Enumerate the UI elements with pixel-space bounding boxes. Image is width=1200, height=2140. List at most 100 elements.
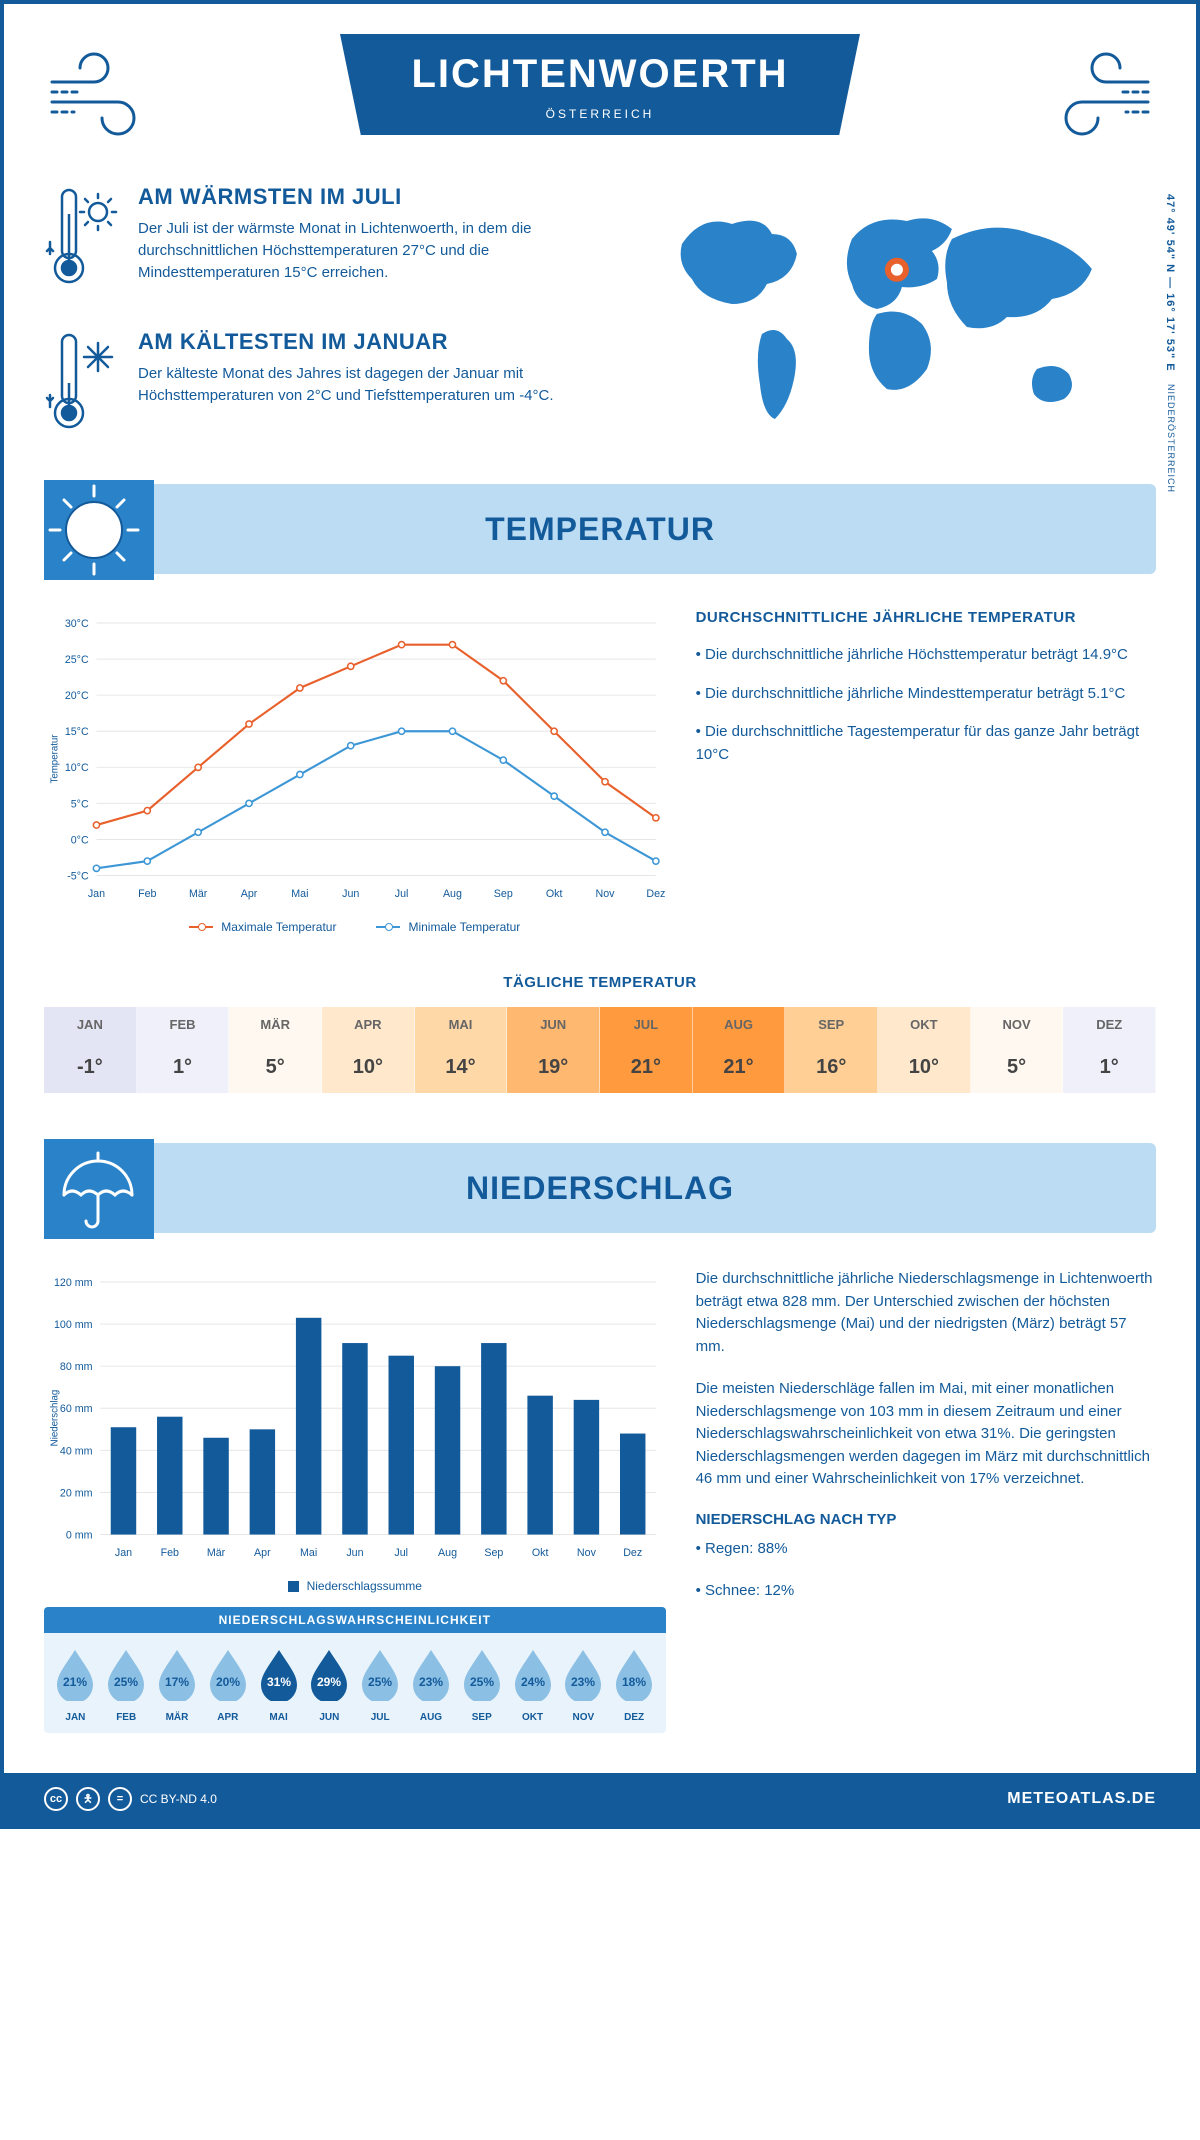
month-header: MAI xyxy=(415,1007,508,1042)
intro-section: AM WÄRMSTEN IM JULI Der Juli ist der wär… xyxy=(44,184,1156,474)
month-value: 5° xyxy=(229,1042,322,1093)
svg-text:Nov: Nov xyxy=(596,888,616,900)
wind-icon xyxy=(44,44,164,159)
thermometer-sun-icon xyxy=(44,184,120,299)
fact-warmest: AM WÄRMSTEN IM JULI Der Juli ist der wär… xyxy=(44,184,598,299)
footer-site: METEOATLAS.DE xyxy=(1007,1790,1156,1808)
month-value: 19° xyxy=(507,1042,600,1093)
probability-drop: 23% AUG xyxy=(406,1647,457,1723)
legend-precip: Niederschlagssumme xyxy=(288,1579,422,1593)
month-value: -1° xyxy=(44,1042,137,1093)
month-value: 1° xyxy=(1063,1042,1156,1093)
svg-text:Mai: Mai xyxy=(291,888,308,900)
month-value: 1° xyxy=(137,1042,230,1093)
cc-icon: cc xyxy=(44,1787,68,1811)
svg-text:10°C: 10°C xyxy=(65,762,89,774)
content-wrapper: LICHTENWOERTH ÖSTERREICH xyxy=(4,4,1196,1733)
thermometer-snow-icon xyxy=(44,329,120,444)
legend-precip-label: Niederschlagssumme xyxy=(307,1579,422,1593)
svg-text:-5°C: -5°C xyxy=(67,870,89,882)
probability-drop: 18% DEZ xyxy=(609,1647,660,1723)
month-header: AUG xyxy=(693,1007,786,1042)
precip-type-snow: • Schnee: 12% xyxy=(696,1580,1156,1603)
section-title-precipitation: NIEDERSCHLAG xyxy=(466,1170,734,1207)
region-label: NIEDERÖSTERREICH xyxy=(1166,384,1176,493)
header: LICHTENWOERTH ÖSTERREICH xyxy=(44,34,1156,194)
svg-text:Mai: Mai xyxy=(300,1547,317,1559)
page-subtitle: ÖSTERREICH xyxy=(340,107,860,121)
month-value: 5° xyxy=(971,1042,1064,1093)
month-header: NOV xyxy=(971,1007,1064,1042)
fact-coldest-title: AM KÄLTESTEN IM JANUAR xyxy=(138,329,598,355)
fact-warmest-text: AM WÄRMSTEN IM JULI Der Juli ist der wär… xyxy=(138,184,598,299)
temp-bullet-2: • Die durchschnittliche jährliche Mindes… xyxy=(696,683,1156,706)
svg-text:Jul: Jul xyxy=(394,1547,408,1559)
svg-text:25%: 25% xyxy=(470,1675,494,1689)
section-header-precipitation: NIEDERSCHLAG xyxy=(44,1143,1156,1233)
svg-text:40 mm: 40 mm xyxy=(60,1445,93,1457)
footer: cc 🯅 = CC BY-ND 4.0 METEOATLAS.DE xyxy=(4,1773,1196,1825)
svg-text:80 mm: 80 mm xyxy=(60,1361,93,1373)
month-value: 10° xyxy=(878,1042,971,1093)
svg-text:20 mm: 20 mm xyxy=(60,1487,93,1499)
by-icon: 🯅 xyxy=(76,1787,100,1811)
svg-text:15°C: 15°C xyxy=(65,726,89,738)
precip-left-column: 0 mm20 mm40 mm60 mm80 mm100 mm120 mmNied… xyxy=(44,1268,666,1733)
precipitation-bar-chart: 0 mm20 mm40 mm60 mm80 mm100 mm120 mmNied… xyxy=(44,1268,666,1568)
svg-text:Jun: Jun xyxy=(346,1547,363,1559)
wind-icon xyxy=(1036,44,1156,159)
probability-title: NIEDERSCHLAGSWAHRSCHEINLICHKEIT xyxy=(44,1607,666,1633)
probability-drop: 21% JAN xyxy=(50,1647,101,1723)
month-header: FEB xyxy=(137,1007,230,1042)
svg-text:Jan: Jan xyxy=(115,1547,132,1559)
daily-temp-header-row: JANFEBMÄRAPRMAIJUNJULAUGSEPOKTNOVDEZ xyxy=(44,1007,1156,1042)
svg-text:120 mm: 120 mm xyxy=(54,1277,93,1289)
legend-max-label: Maximale Temperatur xyxy=(221,920,336,934)
svg-text:Dez: Dez xyxy=(623,1547,642,1559)
nd-icon: = xyxy=(108,1787,132,1811)
probability-drop: 17% MÄR xyxy=(152,1647,203,1723)
coordinates-label: 47° 49' 54" N — 16° 17' 53" E xyxy=(1164,194,1176,372)
svg-text:Okt: Okt xyxy=(532,1547,549,1559)
month-value: 21° xyxy=(600,1042,693,1093)
fact-coldest: AM KÄLTESTEN IM JANUAR Der kälteste Mona… xyxy=(44,329,598,444)
section-title-temperature: TEMPERATUR xyxy=(485,511,715,548)
temp-bullet-3: • Die durchschnittliche Tagestemperatur … xyxy=(696,721,1156,766)
svg-text:Aug: Aug xyxy=(443,888,462,900)
svg-text:Mär: Mär xyxy=(207,1547,226,1559)
svg-text:18%: 18% xyxy=(622,1675,646,1689)
fact-coldest-body: Der kälteste Monat des Jahres ist dagege… xyxy=(138,363,598,407)
svg-text:Sep: Sep xyxy=(494,888,513,900)
probability-drop: 25% FEB xyxy=(101,1647,152,1723)
svg-text:Aug: Aug xyxy=(438,1547,457,1559)
legend-max: .legend-item:nth-child(1) .legend-line::… xyxy=(189,920,336,934)
svg-text:29%: 29% xyxy=(317,1675,341,1689)
svg-text:Niederschlag: Niederschlag xyxy=(50,1390,61,1447)
svg-text:25%: 25% xyxy=(368,1675,392,1689)
svg-text:Jul: Jul xyxy=(395,888,409,900)
svg-text:25%: 25% xyxy=(114,1675,138,1689)
probability-drop: 23% NOV xyxy=(558,1647,609,1723)
probability-drop: 20% APR xyxy=(202,1647,253,1723)
svg-text:Feb: Feb xyxy=(161,1547,179,1559)
legend-square-icon xyxy=(288,1581,299,1592)
svg-text:23%: 23% xyxy=(571,1675,595,1689)
svg-text:24%: 24% xyxy=(521,1675,545,1689)
svg-text:Okt: Okt xyxy=(546,888,563,900)
temperature-row: -5°C0°C5°C10°C15°C20°C25°C30°CTemperatur… xyxy=(44,609,1156,934)
license-text: CC BY-ND 4.0 xyxy=(140,1792,217,1806)
month-header: DEZ xyxy=(1063,1007,1156,1042)
section-header-temperature: TEMPERATUR xyxy=(44,484,1156,574)
footer-license: cc 🯅 = CC BY-ND 4.0 xyxy=(44,1787,217,1811)
location-marker xyxy=(888,261,906,279)
fact-coldest-text: AM KÄLTESTEN IM JANUAR Der kälteste Mona… xyxy=(138,329,598,444)
svg-text:Nov: Nov xyxy=(577,1547,597,1559)
svg-text:Jan: Jan xyxy=(88,888,105,900)
month-header: MÄR xyxy=(229,1007,322,1042)
daily-temp-heading: TÄGLICHE TEMPERATUR xyxy=(44,974,1156,991)
precip-text-column: Die durchschnittliche jährliche Niedersc… xyxy=(696,1268,1156,1733)
precip-chart-legend: Niederschlagssumme xyxy=(44,1579,666,1593)
svg-text:17%: 17% xyxy=(165,1675,189,1689)
page-root: LICHTENWOERTH ÖSTERREICH xyxy=(0,0,1200,1829)
precip-type-rain: • Regen: 88% xyxy=(696,1538,1156,1561)
